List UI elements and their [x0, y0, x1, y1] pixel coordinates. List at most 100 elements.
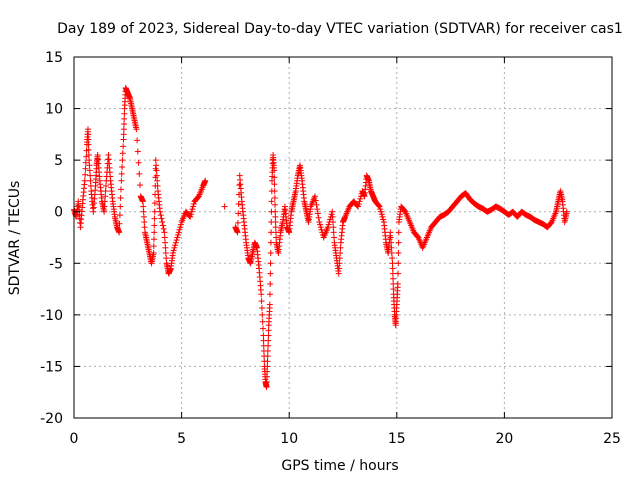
data-point — [395, 270, 402, 277]
data-point — [313, 201, 320, 208]
data-point — [187, 211, 194, 218]
data-point — [236, 182, 243, 189]
x-axis-label: GPS time / hours — [281, 458, 398, 474]
data-point — [264, 358, 271, 365]
data-point — [328, 211, 335, 218]
data-point — [414, 233, 421, 240]
data-point — [235, 210, 242, 217]
data-point — [265, 342, 272, 349]
data-point — [159, 219, 166, 226]
y-tick-label: -20 — [40, 411, 63, 427]
data-point — [172, 239, 179, 246]
data-point — [163, 255, 170, 262]
data-point — [87, 172, 94, 179]
data-point — [157, 208, 164, 215]
data-point — [152, 157, 159, 164]
data-point — [101, 198, 108, 205]
data-point — [116, 212, 123, 219]
data-point — [85, 136, 92, 143]
data-point — [102, 193, 109, 200]
data-point — [329, 219, 336, 226]
data-point — [175, 231, 182, 238]
data-point — [337, 244, 344, 251]
data-point — [140, 208, 147, 215]
grid-lines — [74, 57, 612, 418]
y-tick-label: -15 — [40, 359, 63, 375]
data-point — [388, 239, 395, 246]
data-point — [174, 234, 181, 241]
data-point — [273, 234, 280, 241]
data-point — [272, 201, 279, 208]
data-point — [272, 208, 279, 215]
data-point — [116, 220, 123, 227]
data-point — [86, 162, 93, 169]
data-point — [389, 260, 396, 267]
data-point — [327, 216, 334, 223]
data-point — [119, 157, 126, 164]
data-point — [153, 162, 160, 169]
data-point — [85, 151, 92, 158]
data-point — [202, 177, 209, 184]
data-point — [389, 265, 396, 272]
y-tick-label: 5 — [54, 153, 63, 169]
data-point — [267, 280, 274, 287]
data-point — [375, 202, 382, 209]
data-point — [136, 170, 143, 177]
data-point — [258, 291, 265, 298]
data-point — [189, 206, 196, 213]
tick-labels: 0 5 10 15 20 25 -20 -15 -10 -5 0 5 10 15 — [40, 50, 621, 447]
data-point — [82, 159, 89, 166]
x-tick-label: 15 — [388, 431, 406, 447]
data-point — [264, 363, 271, 370]
data-point — [116, 229, 123, 236]
data-point — [548, 219, 555, 226]
data-point — [395, 229, 402, 236]
data-point — [390, 286, 397, 293]
data-point — [133, 126, 140, 133]
data-point — [151, 208, 158, 215]
y-tick-label: 15 — [45, 50, 63, 66]
y-tick-label: 0 — [54, 205, 63, 221]
data-point — [150, 236, 157, 243]
data-point — [234, 219, 241, 226]
data-point — [330, 229, 337, 236]
data-point — [378, 208, 385, 215]
data-point — [84, 126, 91, 133]
data-point — [141, 219, 148, 226]
data-point — [87, 177, 94, 184]
data-point — [316, 219, 323, 226]
data-point — [119, 164, 126, 171]
data-point — [263, 378, 270, 385]
data-point — [336, 265, 343, 272]
x-tick-label: 10 — [280, 431, 298, 447]
data-point — [118, 177, 125, 184]
data-point — [151, 200, 158, 207]
data-point — [314, 210, 321, 217]
data-point — [161, 229, 168, 236]
data-point — [177, 221, 184, 228]
data-point — [271, 188, 278, 195]
data-point — [389, 270, 396, 277]
data-point — [389, 255, 396, 262]
data-point — [169, 249, 176, 256]
data-point — [330, 224, 337, 231]
data-point — [314, 206, 321, 213]
data-point — [102, 188, 109, 195]
data-point — [264, 353, 271, 360]
data-point — [267, 249, 274, 256]
data-point — [395, 239, 402, 246]
data-point — [335, 270, 342, 277]
data-point — [387, 229, 394, 236]
data-point — [388, 249, 395, 256]
data-point — [121, 121, 128, 128]
data-point — [325, 221, 332, 228]
data-point — [117, 186, 124, 193]
data-point — [379, 213, 386, 220]
data-point — [151, 215, 158, 222]
data-point — [267, 260, 274, 267]
data-point — [390, 275, 397, 282]
data-point — [134, 137, 141, 144]
data-point — [324, 224, 331, 231]
